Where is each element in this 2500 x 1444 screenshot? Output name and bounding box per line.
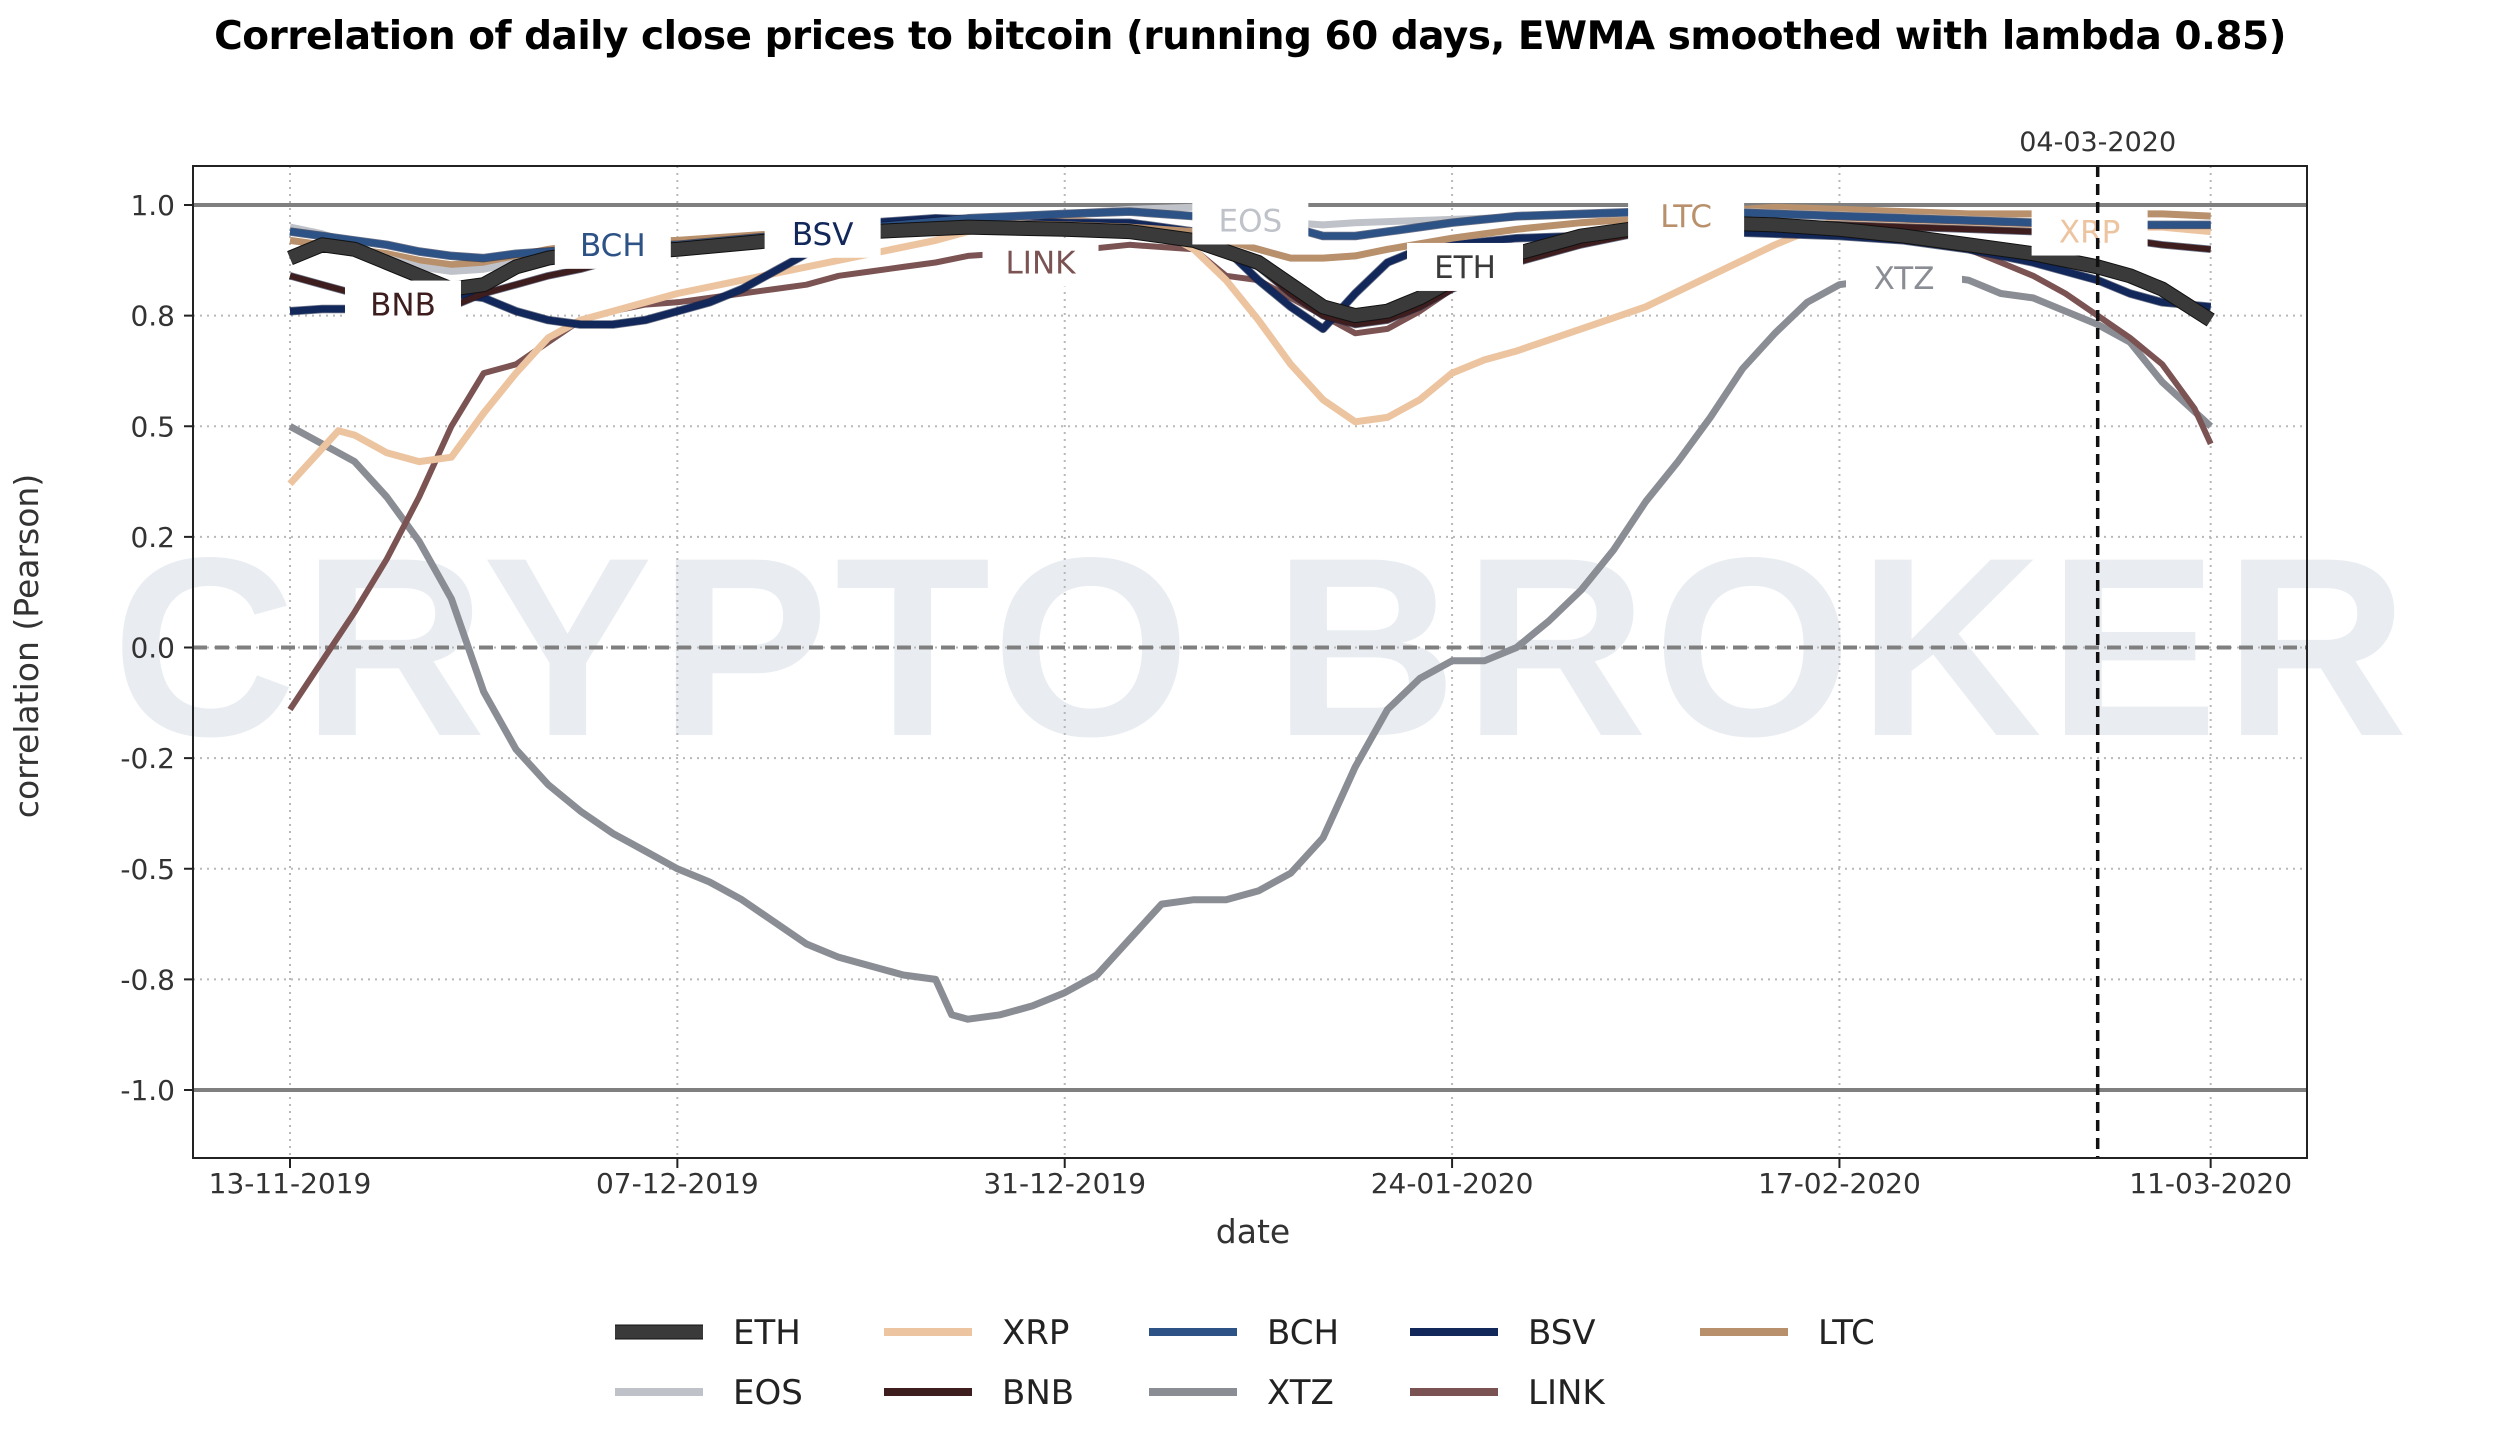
inline-label-xrp: XRP (2059, 215, 2120, 251)
inline-label-xtz: XTZ (1874, 261, 1935, 297)
legend-item-link: LINK (1410, 1373, 1606, 1413)
legend-label: XRP (1002, 1313, 1069, 1353)
legend: ETH XRP BCH BSV LTC EOS BNB XTZ LINK (615, 1313, 1875, 1413)
label-background (554, 220, 671, 269)
x-axis-title: date (1216, 1212, 1290, 1251)
y-tick-label: -1.0 (120, 1074, 175, 1107)
inline-label-bnb: BNB (370, 288, 436, 324)
y-tick-label: 0.2 (130, 521, 175, 554)
label-background (764, 209, 881, 258)
label-background (1628, 192, 1745, 241)
label-background (1846, 254, 1962, 303)
label-background (344, 280, 461, 329)
legend-label: XTZ (1267, 1373, 1334, 1413)
x-tick-label: 31-12-2019 (983, 1167, 1146, 1200)
x-tick-label: 17-02-2020 (1758, 1167, 1921, 1200)
legend-item-bnb: BNB (884, 1373, 1074, 1413)
legend-label: EOS (733, 1373, 803, 1413)
legend-item-eth: ETH (615, 1313, 801, 1353)
legend-label: ETH (733, 1313, 801, 1353)
y-tick-label: 0.0 (130, 632, 175, 665)
inline-label-link: LINK (1006, 246, 1077, 282)
inline-label-eos: EOS (1218, 203, 1282, 239)
inline-label-eth: ETH (1434, 250, 1496, 286)
inline-label-bch: BCH (580, 228, 646, 264)
x-tick-label: 11-03-2020 (2129, 1167, 2292, 1200)
legend-item-xtz: XTZ (1149, 1373, 1334, 1413)
inline-labels: BNB BCH BSV LINK EOS ETH LTC XTZ XRP (344, 192, 2148, 329)
x-tick-label: 24-01-2020 (1371, 1167, 1534, 1200)
y-tick-label: -0.8 (120, 963, 175, 996)
legend-item-ltc: LTC (1700, 1313, 1875, 1353)
label-background (1192, 196, 1309, 245)
label-background (1406, 242, 1523, 291)
x-tick-label: 07-12-2019 (596, 1167, 759, 1200)
legend-label: LTC (1818, 1313, 1875, 1353)
y-tick-label: 0.5 (130, 410, 175, 443)
legend-item-eos: EOS (615, 1373, 803, 1413)
inline-label-bsv: BSV (792, 217, 854, 253)
y-tick-label: -0.2 (120, 742, 175, 775)
vertical-marker: 04-03-2020 (2019, 127, 2176, 1158)
y-tick-label: 1.0 (130, 189, 175, 222)
label-background (2031, 207, 2148, 256)
x-tick-label: 13-11-2019 (209, 1167, 372, 1200)
inline-label-ltc: LTC (1660, 199, 1712, 235)
label-background (982, 238, 1099, 287)
legend-item-xrp: XRP (884, 1313, 1069, 1353)
legend-label: LINK (1528, 1373, 1606, 1413)
vertical-marker-label: 04-03-2020 (2019, 127, 2176, 158)
legend-label: BSV (1528, 1313, 1596, 1353)
legend-label: BCH (1267, 1313, 1339, 1353)
y-axis: 1.0 0.8 0.5 0.2 0.0 -0.2 -0.5 -0.8 -1.0 (120, 189, 193, 1107)
chart-title: Correlation of daily close prices to bit… (214, 14, 2286, 59)
legend-item-bsv: BSV (1410, 1313, 1596, 1353)
y-tick-label: -0.5 (120, 853, 175, 886)
legend-item-bch: BCH (1149, 1313, 1339, 1353)
y-tick-label: 0.8 (130, 300, 175, 333)
series-eth-line (287, 216, 2215, 326)
y-axis-title: correlation (Pearson) (7, 474, 46, 818)
x-axis: 13-11-2019 07-12-2019 31-12-2019 24-01-2020… (209, 1158, 2292, 1200)
plot-frame (192, 165, 2308, 1159)
legend-label: BNB (1002, 1373, 1074, 1413)
series-xrp-line (287, 214, 2212, 487)
